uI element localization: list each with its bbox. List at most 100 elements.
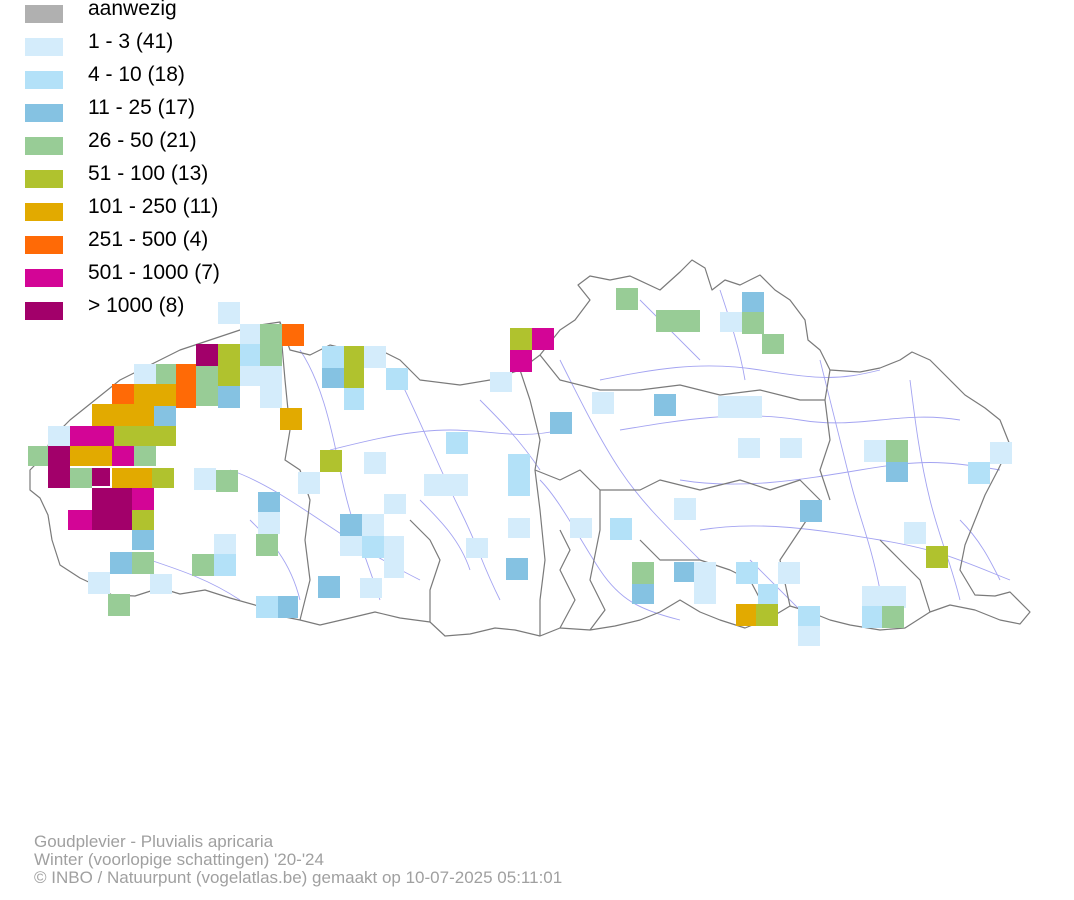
grid-cell <box>322 368 344 388</box>
legend-swatch <box>25 104 63 122</box>
grid-cell <box>424 474 468 496</box>
grid-cell <box>990 442 1012 464</box>
grid-cell <box>194 468 216 490</box>
period-label: Winter (voorlopige schattingen) '20-'24 <box>34 850 324 869</box>
grid-cell <box>758 584 778 606</box>
grid-cell <box>260 386 282 408</box>
grid-cell <box>742 312 764 334</box>
legend-label: 51 - 100 (13) <box>88 162 209 185</box>
grid-cell <box>926 546 948 568</box>
grid-cell <box>616 288 638 310</box>
grid-cell <box>736 604 758 626</box>
river-lines <box>149 289 1011 621</box>
legend-swatch <box>25 269 63 287</box>
legend-swatch <box>25 5 63 23</box>
grid-cell <box>756 604 778 626</box>
grid-cell <box>632 562 654 584</box>
grid-cell <box>720 312 742 332</box>
grid-cell <box>256 534 278 556</box>
grid-cell <box>800 500 822 522</box>
legend-label: 101 - 250 (11) <box>88 195 219 218</box>
grid-cell <box>112 446 134 466</box>
grid-cell <box>364 452 386 474</box>
grid-cell <box>134 446 156 466</box>
credit-line: © INBO / Natuurpunt (vogelatlas.be) gema… <box>34 868 563 887</box>
grid-cell <box>240 324 260 344</box>
grid-cell <box>780 438 802 458</box>
grid-cell <box>340 514 362 536</box>
legend-swatch <box>25 203 63 221</box>
grid-cell <box>110 552 132 574</box>
grid-cell <box>68 510 92 530</box>
grid-cell <box>360 578 382 598</box>
grid-cell <box>214 534 236 556</box>
grid-cell <box>278 596 298 618</box>
grid-cell <box>344 388 364 410</box>
legend-swatch <box>25 137 63 155</box>
grid-cell <box>132 552 154 574</box>
grid-cell <box>490 372 512 392</box>
grid-cell <box>48 446 70 488</box>
grid-cell <box>550 412 572 434</box>
grid-cell <box>340 536 362 556</box>
grid-cell <box>742 292 764 312</box>
grid-cell <box>154 406 176 428</box>
legend-label: 501 - 1000 (7) <box>88 261 220 284</box>
grid-cell <box>132 488 154 510</box>
grid-cell <box>344 346 364 388</box>
grid-cell <box>192 554 214 576</box>
legend-label: 1 - 3 (41) <box>88 30 174 53</box>
legend-swatch <box>25 71 63 89</box>
legend-swatch <box>25 302 63 320</box>
grid-cell <box>384 494 406 514</box>
grid-cell <box>70 446 114 466</box>
grid-cell <box>318 576 340 598</box>
grid-cell <box>298 472 320 494</box>
grid-cell <box>532 328 554 350</box>
grid-cell <box>70 426 114 446</box>
grid-cell <box>196 366 218 406</box>
legend-swatch <box>25 236 63 254</box>
grid-cell <box>196 344 218 366</box>
grid-cell <box>384 536 404 578</box>
grid-cell <box>92 488 132 530</box>
grid-cell <box>362 514 384 536</box>
species-name: Goudplevier - Pluvialis apricaria <box>34 832 274 851</box>
grid-cell <box>28 446 48 466</box>
grid-cell <box>674 498 696 520</box>
grid-cell <box>112 468 154 488</box>
grid-cell <box>592 392 614 414</box>
map-footer: Goudplevier - Pluvialis apricaria Winter… <box>34 833 562 887</box>
grid-cell <box>282 324 304 346</box>
grid-cell <box>506 558 528 580</box>
grid-cell <box>570 518 592 538</box>
grid-cell <box>904 522 926 544</box>
grid-cell <box>510 350 532 372</box>
grid-cell <box>656 310 700 332</box>
grid-cell <box>882 606 904 628</box>
grid-cell <box>134 364 156 386</box>
grid-cell <box>736 562 758 584</box>
grid-cell <box>176 364 196 408</box>
grid-cell <box>260 324 282 344</box>
legend-label: 26 - 50 (21) <box>88 129 197 152</box>
grid-cell <box>632 584 654 604</box>
grid-cell <box>446 432 468 454</box>
grid-cell <box>674 562 696 582</box>
grid-cell <box>258 512 280 534</box>
grid-cell <box>218 386 240 408</box>
grid-cell <box>362 536 384 558</box>
region-borders <box>29 259 1031 637</box>
grid-cell <box>718 396 762 418</box>
grid-cell <box>216 470 238 492</box>
grid-cell <box>864 440 886 462</box>
grid-cell <box>762 334 784 354</box>
grid-cell <box>654 394 676 416</box>
grid-cell <box>214 554 236 576</box>
grid-cell <box>364 346 386 368</box>
grid-cell <box>798 626 820 646</box>
grid-cell <box>886 462 908 482</box>
grid-cell <box>738 438 760 458</box>
grid-cell <box>258 492 280 514</box>
